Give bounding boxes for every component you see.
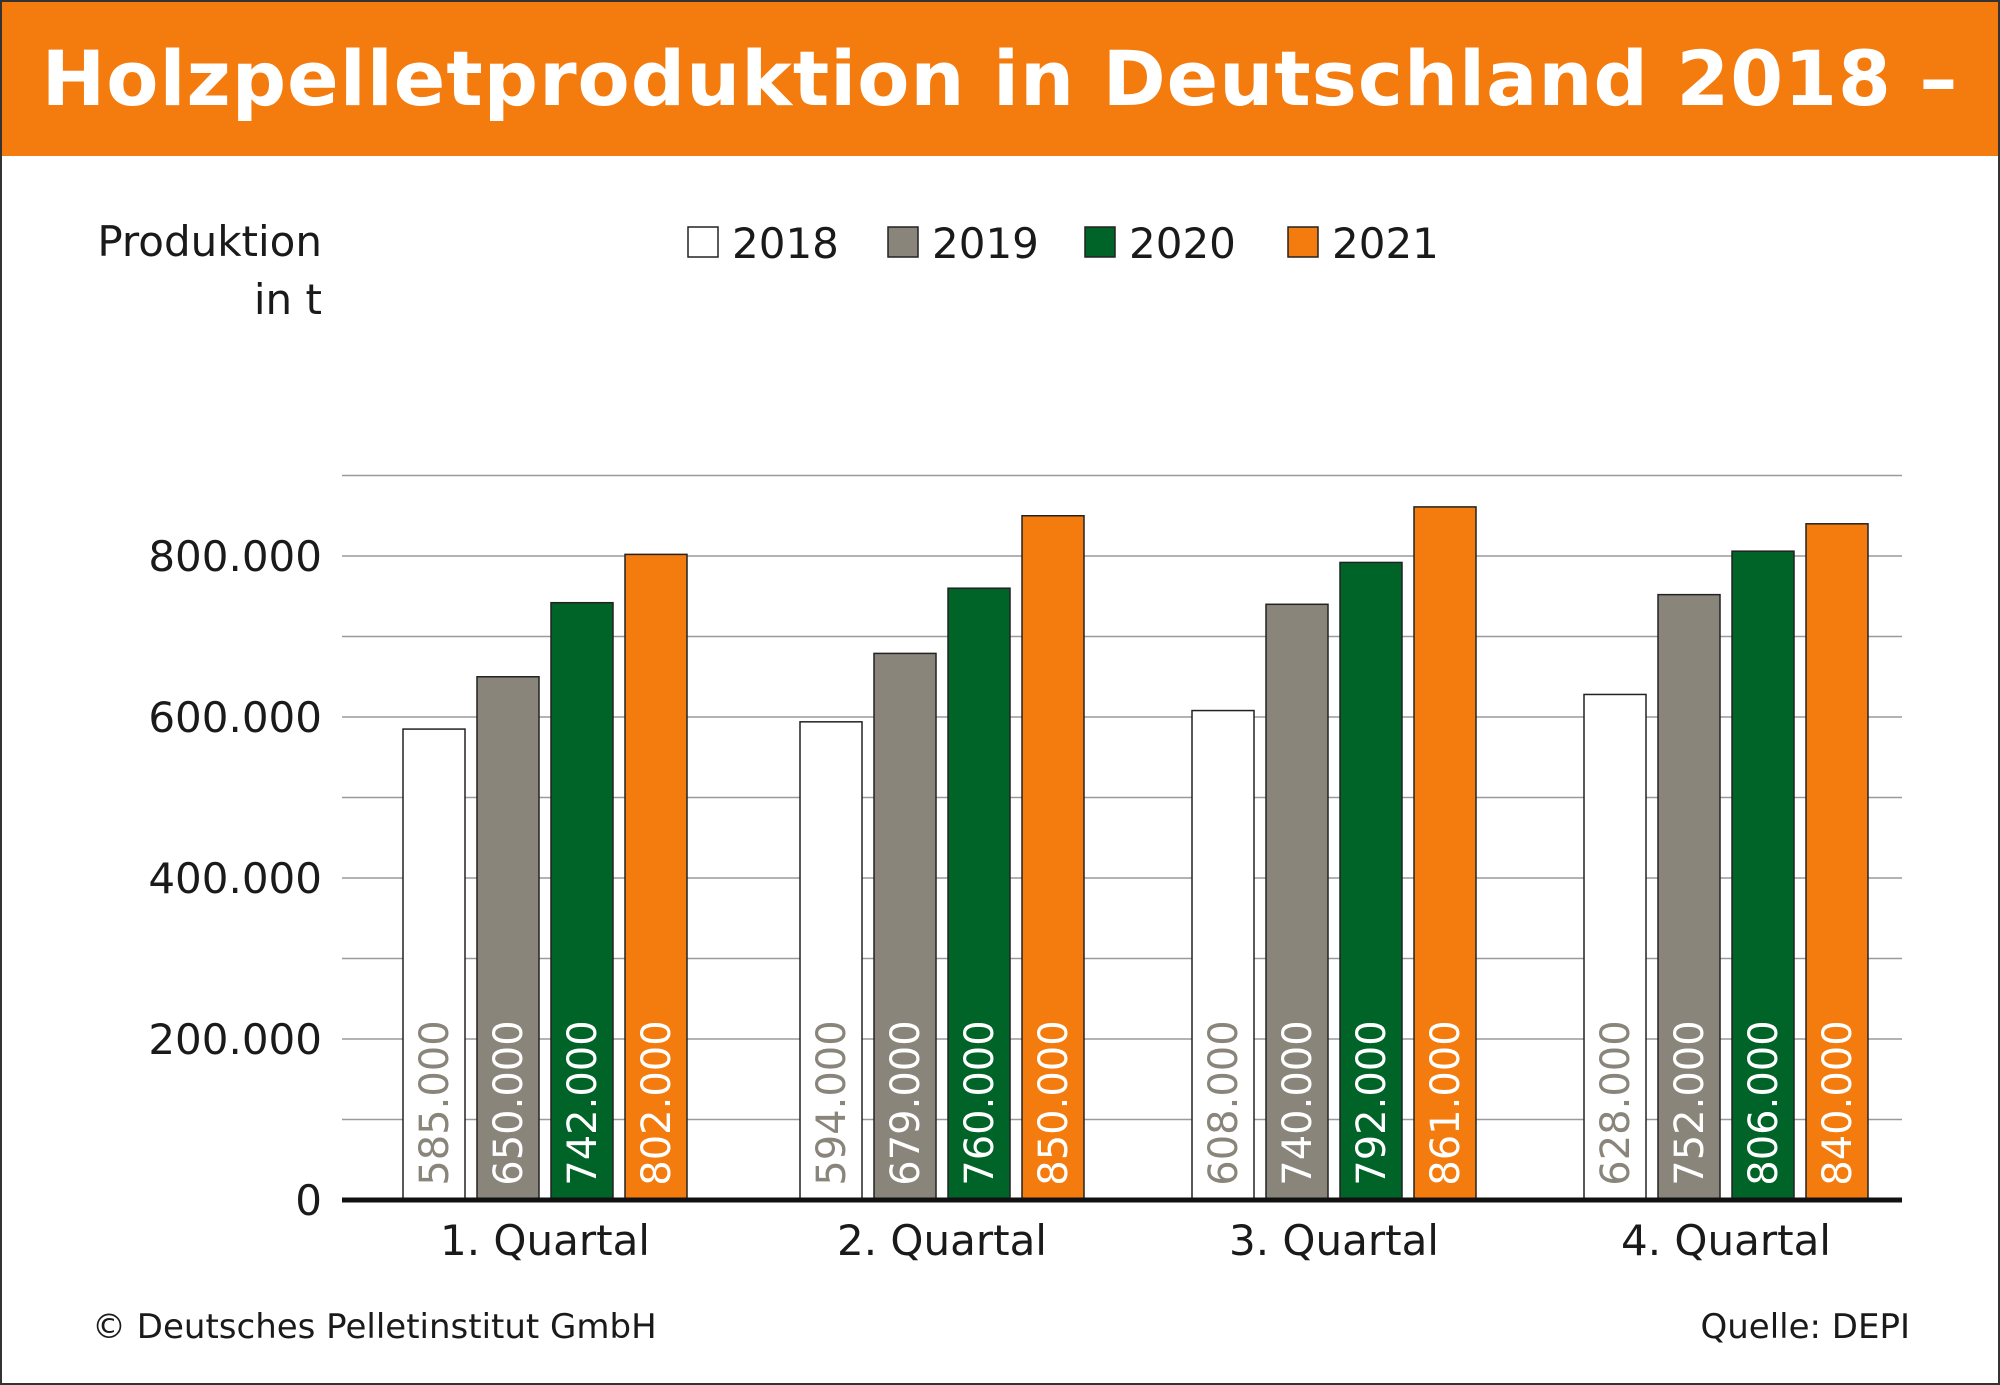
x-category-label: 4. Quartal bbox=[1621, 1216, 1831, 1265]
bar bbox=[1339, 561, 1403, 1201]
bar bbox=[402, 728, 466, 1201]
y-tick-label: 800.000 bbox=[148, 532, 322, 581]
y-tick-label: 400.000 bbox=[148, 854, 322, 903]
legend-swatch bbox=[1287, 226, 1319, 258]
legend-label: 2021 bbox=[1332, 219, 1439, 268]
bar bbox=[476, 676, 540, 1201]
bars bbox=[402, 506, 1869, 1201]
value-labels: 585.000 650.000 742.000 802.000 594.000 679.0… bbox=[412, 1020, 1861, 1185]
bar bbox=[1413, 506, 1477, 1201]
bar bbox=[550, 601, 614, 1201]
bar bbox=[1583, 693, 1647, 1201]
bar bbox=[947, 587, 1011, 1201]
bar bbox=[799, 721, 863, 1201]
bar bbox=[624, 553, 688, 1201]
x-category-label: 3. Quartal bbox=[1229, 1216, 1439, 1265]
bar-value-label: 608.000 bbox=[1201, 1020, 1247, 1185]
bar-value-label: 806.000 bbox=[1741, 1020, 1787, 1185]
bar-value-label: 840.000 bbox=[1815, 1020, 1861, 1185]
bar bbox=[1657, 593, 1721, 1201]
bar-value-label: 792.000 bbox=[1349, 1020, 1395, 1185]
bar bbox=[873, 652, 937, 1201]
bar bbox=[1021, 515, 1085, 1201]
source-text: Quelle: DEPI bbox=[1701, 1307, 1911, 1347]
bar-value-label: 802.000 bbox=[634, 1020, 680, 1185]
bar-value-label: 594.000 bbox=[809, 1020, 855, 1185]
legend-swatch bbox=[887, 226, 919, 258]
y-tick-label: 0 bbox=[295, 1176, 322, 1225]
x-category-label: 2. Quartal bbox=[837, 1216, 1047, 1265]
legend-label: 2019 bbox=[932, 219, 1039, 268]
legend-label: 2020 bbox=[1129, 219, 1236, 268]
bar-value-label: 628.000 bbox=[1593, 1020, 1639, 1185]
bar bbox=[1265, 603, 1329, 1201]
bar-value-label: 742.000 bbox=[560, 1020, 606, 1185]
legend-label: 2018 bbox=[732, 219, 839, 268]
y-tick-label: 600.000 bbox=[148, 693, 322, 742]
bar bbox=[1191, 709, 1255, 1201]
bar bbox=[1805, 523, 1869, 1201]
x-category-label: 1. Quartal bbox=[440, 1216, 650, 1265]
title-banner: Holzpelletproduktion in Deutschland 2018… bbox=[2, 2, 1998, 277]
copyright-text: © Deutsches Pelletinstitut GmbH bbox=[92, 1307, 657, 1347]
legend-swatch bbox=[1084, 226, 1116, 258]
bar-value-label: 760.000 bbox=[957, 1020, 1003, 1185]
y-axis-label-line2: in t bbox=[254, 275, 322, 324]
bar-value-label: 650.000 bbox=[486, 1020, 532, 1185]
legend-swatch bbox=[687, 226, 719, 258]
bar-value-label: 740.000 bbox=[1275, 1020, 1321, 1185]
bar-value-label: 679.000 bbox=[883, 1020, 929, 1185]
bar-value-label: 585.000 bbox=[412, 1020, 458, 1185]
axes: 0 200.000 400.000 600.000 800.000 1. Quartal 2… bbox=[148, 532, 1902, 1265]
legend: 2018 2019 2020 2021 bbox=[687, 219, 1439, 268]
bar-value-label: 850.000 bbox=[1031, 1020, 1077, 1185]
y-tick-label: 200.000 bbox=[148, 1015, 322, 1064]
y-axis-label-line1: Produktion bbox=[97, 217, 322, 266]
bar-value-label: 861.000 bbox=[1423, 1020, 1469, 1185]
chart-title: Holzpelletproduktion in Deutschland 2018… bbox=[41, 34, 1959, 277]
bar bbox=[1731, 550, 1795, 1201]
bar-value-label: 752.000 bbox=[1667, 1020, 1713, 1185]
